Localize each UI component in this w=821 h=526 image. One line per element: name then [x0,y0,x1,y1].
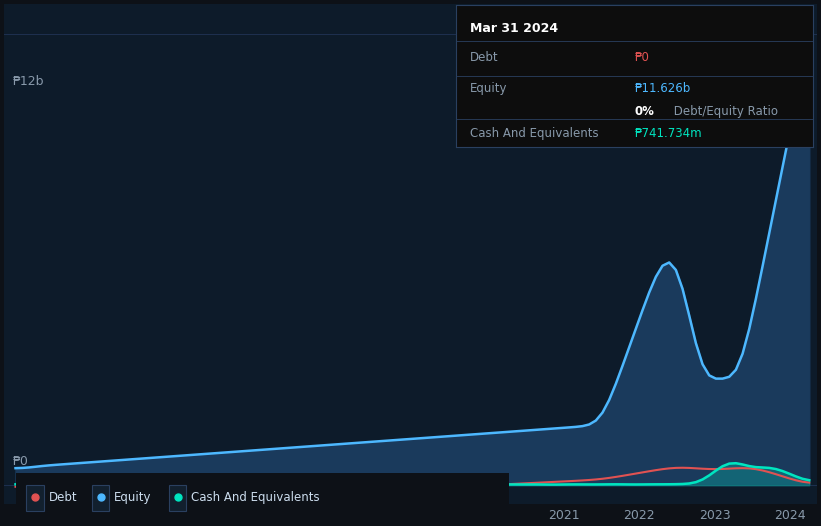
Text: Mar 31 2024: Mar 31 2024 [470,22,558,35]
FancyBboxPatch shape [26,485,44,511]
Text: 0%: 0% [635,105,654,118]
Text: Equity: Equity [470,82,507,95]
Text: ₱0: ₱0 [635,50,649,64]
Text: Cash And Equivalents: Cash And Equivalents [191,491,320,503]
Text: Cash And Equivalents: Cash And Equivalents [470,127,599,140]
Text: Debt: Debt [470,50,498,64]
Text: Debt: Debt [48,491,77,503]
Text: Debt/Equity Ratio: Debt/Equity Ratio [670,105,778,118]
Text: ₱741.734m: ₱741.734m [635,127,702,140]
FancyBboxPatch shape [92,485,109,511]
Text: ₱11.626b: ₱11.626b [635,82,690,95]
Text: ₱0: ₱0 [12,455,28,468]
Text: Equity: Equity [114,491,151,503]
Text: ₱12b: ₱12b [12,75,44,88]
FancyBboxPatch shape [169,485,186,511]
